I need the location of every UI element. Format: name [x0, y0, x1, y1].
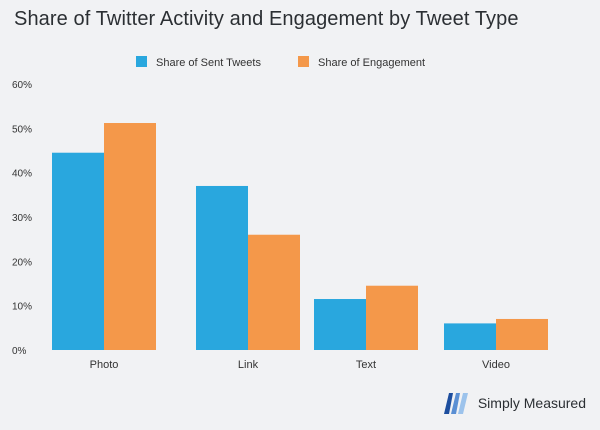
y-tick-label: 40%: [12, 169, 32, 180]
bar-engagement-video: [496, 318, 548, 350]
y-tick-label: 60%: [12, 80, 32, 91]
y-tick-label: 50%: [12, 124, 32, 135]
x-tick-label: Photo: [90, 359, 119, 371]
y-tick-label: 10%: [12, 302, 32, 313]
bar-engagement-text: [366, 285, 418, 350]
y-tick-label: 0%: [12, 346, 27, 357]
legend-swatch: [298, 56, 309, 67]
simply-measured-logo-icon: [443, 393, 468, 414]
bar-sent-tweets-photo: [52, 152, 104, 350]
bar-sent-tweets-text: [314, 299, 366, 350]
x-tick-label: Text: [356, 359, 376, 371]
legend-label: Share of Engagement: [318, 57, 425, 69]
bar-engagement-photo: [104, 123, 156, 350]
legend-swatch: [136, 56, 147, 67]
legend-label: Share of Sent Tweets: [156, 57, 261, 69]
chart-title: Share of Twitter Activity and Engagement…: [14, 8, 519, 30]
x-tick-label: Link: [238, 359, 259, 371]
brand-footer: Simply Measured: [442, 390, 586, 416]
bar-sent-tweets-video: [444, 323, 496, 350]
brand-name: Simply Measured: [477, 395, 586, 411]
bar-engagement-link: [248, 234, 300, 350]
y-tick-label: 30%: [12, 213, 32, 224]
x-tick-label: Video: [482, 359, 510, 371]
bar-sent-tweets-link: [196, 185, 248, 350]
y-tick-label: 20%: [12, 257, 32, 268]
